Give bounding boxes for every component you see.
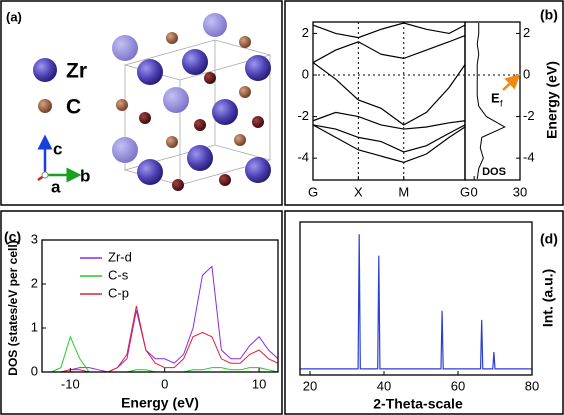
y-tick-label: 2 xyxy=(31,275,38,290)
panel-frame xyxy=(284,0,564,206)
axis-label: b xyxy=(80,166,90,185)
panel-label: (c) xyxy=(4,229,21,245)
fermi-arrow xyxy=(502,73,521,91)
unit-cell xyxy=(123,39,272,186)
y-tick-label: -4 xyxy=(523,150,535,165)
fermi-label-sub: f xyxy=(500,98,503,108)
x-axis-title: Energy (eV) xyxy=(121,395,199,411)
panel-frame xyxy=(0,210,283,415)
x-axis-title: 2-Theta-scale xyxy=(373,396,463,412)
x-tick-label: 60 xyxy=(451,378,465,393)
y-tick-label: 3 xyxy=(31,231,38,246)
legend-c-atom xyxy=(38,99,52,113)
x-tick-label: X xyxy=(354,184,363,199)
legend-label: Zr-d xyxy=(108,249,132,264)
panel-label: (b) xyxy=(540,7,558,23)
legend-label: C-p xyxy=(108,285,129,300)
x-tick-label: 0 xyxy=(161,376,168,391)
y-tick-label: 1 xyxy=(31,319,38,334)
dos-line xyxy=(476,23,506,180)
x-tick-label: M xyxy=(398,184,409,199)
series-line xyxy=(312,124,466,163)
series-line xyxy=(312,34,466,64)
x-tick-label: 0 xyxy=(471,184,478,199)
legend-label: C-s xyxy=(108,267,129,282)
panel-label: (a) xyxy=(6,9,22,24)
x-tick-label: -10 xyxy=(61,376,80,391)
series-line xyxy=(51,305,279,373)
x-tick-label: 20 xyxy=(303,378,317,393)
series-line xyxy=(312,62,466,126)
x-tick-label: 30 xyxy=(513,184,527,199)
panel-frame xyxy=(0,0,283,206)
y-axis-title: DOS (states/eV per cell) xyxy=(6,240,20,375)
series-line xyxy=(312,124,466,153)
y-axis-title: Int. (a.u.) xyxy=(540,269,556,327)
dos-label: DOS xyxy=(482,166,506,178)
series-line xyxy=(312,22,466,39)
plot-frame xyxy=(299,221,533,376)
x-tick-label: G xyxy=(308,184,318,199)
series-line xyxy=(51,265,279,373)
atoms xyxy=(112,13,271,191)
x-tick-label: 80 xyxy=(525,378,539,393)
y-axis-title: Energy (eV) xyxy=(544,61,560,139)
series-line xyxy=(300,234,532,370)
plot-frame xyxy=(41,239,279,373)
y-tick-label: 0 xyxy=(302,66,309,81)
panel-frame xyxy=(284,210,564,415)
crystal-structure: (a) Zr C c a b xyxy=(6,9,272,196)
x-tick-label: 10 xyxy=(252,376,266,391)
plot-frame xyxy=(464,21,521,181)
axis-label: c xyxy=(53,139,62,158)
panel-label: (d) xyxy=(540,231,558,247)
x-tick-label: 40 xyxy=(377,378,391,393)
y-tick-label: -4 xyxy=(297,150,309,165)
y-tick-label: 2 xyxy=(302,25,309,40)
legend-label: C xyxy=(66,96,81,119)
plot-frame xyxy=(312,21,466,181)
fermi-label: E xyxy=(491,90,500,105)
y-tick-label: -2 xyxy=(523,108,535,123)
axis-label: a xyxy=(51,177,61,196)
axis-origin xyxy=(41,171,49,179)
legend-zr-atom xyxy=(33,58,57,82)
x-tick-label: G xyxy=(460,184,470,199)
y-tick-label: 0 xyxy=(523,66,530,81)
y-tick-label: 2 xyxy=(523,25,530,40)
y-tick-label: 0 xyxy=(31,363,38,378)
series-line xyxy=(51,335,279,373)
legend-label: Zr xyxy=(66,60,87,83)
series-line xyxy=(312,111,466,130)
y-tick-label: -2 xyxy=(297,108,309,123)
